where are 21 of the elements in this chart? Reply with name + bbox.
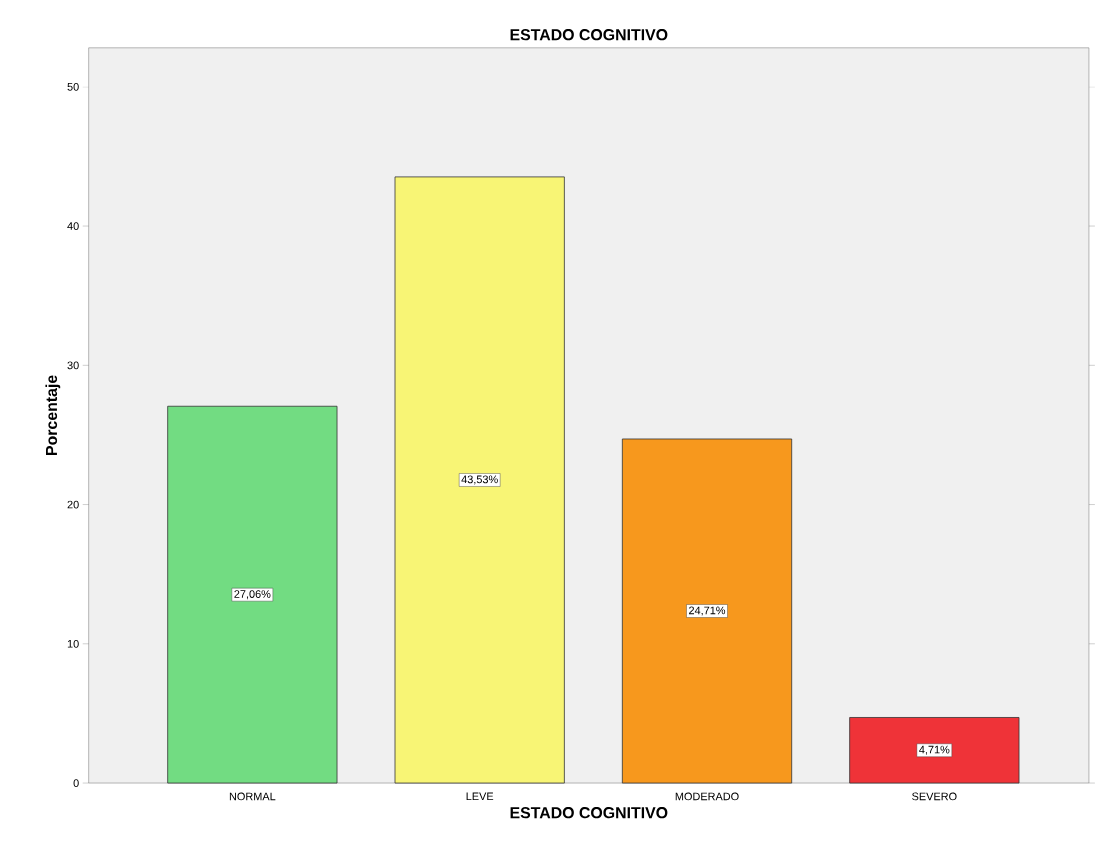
data-label: 24,71% [689, 606, 726, 616]
x-tick-label: LEVE [466, 792, 494, 801]
y-tick-label: 0 [73, 779, 79, 788]
y-tick-label: 50 [67, 83, 79, 91]
data-label: 43,53% [461, 475, 498, 485]
bar [849, 717, 1020, 784]
chart-title: ESTADO COGNITIVO [510, 29, 668, 41]
y-axis-title: Porcentaje [45, 375, 61, 456]
bar [394, 176, 565, 784]
y-tick-label: 30 [67, 361, 79, 370]
x-tick-label: NORMAL [229, 792, 276, 801]
x-tick-label: MODERADO [675, 792, 739, 801]
x-tick-label: SEVERO [912, 792, 957, 801]
y-tick-label: 10 [67, 640, 79, 648]
y-tick-label: 20 [67, 500, 79, 509]
bar [621, 438, 793, 784]
data-label: 4,71% [919, 745, 950, 755]
bar [167, 405, 338, 784]
y-tick-label: 40 [67, 222, 79, 231]
x-axis-title: ESTADO COGNITIVO [510, 807, 668, 819]
data-label: 27,06% [234, 590, 271, 600]
